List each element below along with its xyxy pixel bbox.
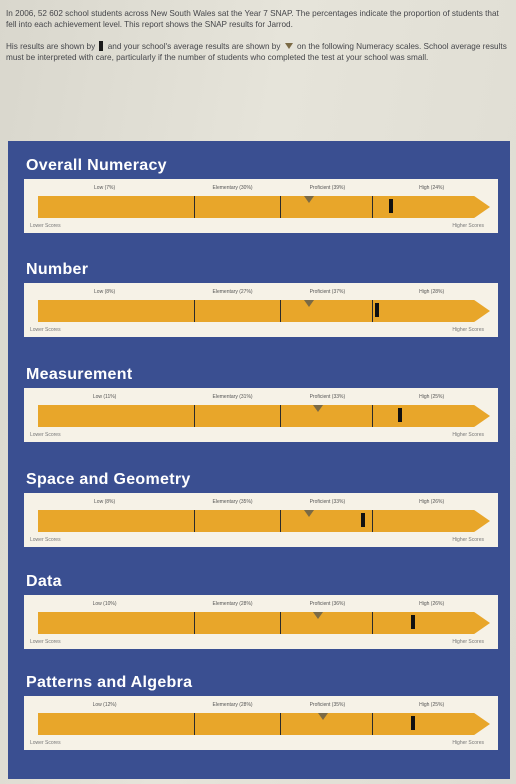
lower-scores-label: Lower Scores [30, 432, 61, 438]
section-title: Measurement [26, 366, 133, 383]
school-average-marker [313, 405, 324, 412]
level-label: Proficient (36%) [309, 601, 346, 607]
achievement-scale: Low (7%) Elementary (30%) Proficient (39%)… [24, 179, 498, 233]
level-label: High (26%) [419, 601, 445, 607]
level-label: Proficient (39%) [309, 185, 346, 191]
level-divider [193, 713, 195, 735]
level-label: High (28%) [419, 289, 445, 295]
student-marker-icon [99, 41, 104, 51]
level-label: Proficient (33%) [309, 394, 346, 400]
intro-text-c: on the following Numeracy scales. School… [6, 42, 507, 62]
level-label: Elementary (31%) [212, 394, 253, 400]
school-average-marker-icon [284, 43, 293, 49]
higher-scores-label: Higher Scores [452, 327, 484, 333]
level-divider [372, 612, 374, 634]
level-divider [193, 196, 195, 218]
scale-arrow [38, 300, 490, 322]
level-divider [193, 405, 195, 427]
level-divider [279, 196, 281, 218]
lower-scores-label: Lower Scores [30, 740, 61, 746]
lower-scores-label: Lower Scores [30, 537, 61, 543]
level-label: Elementary (27%) [212, 289, 253, 295]
school-average-marker [304, 300, 315, 307]
level-label: Low (10%) [92, 601, 117, 607]
intro-text-a: His results are shown by [6, 42, 96, 51]
level-divider [372, 405, 374, 427]
scale-arrow [38, 713, 490, 735]
numeracy-panel: Overall Numeracy Low (7%) Elementary (30%)… [8, 141, 510, 779]
higher-scores-label: Higher Scores [452, 639, 484, 645]
level-label: Low (12%) [92, 702, 117, 708]
level-label: Elementary (30%) [212, 185, 253, 191]
higher-scores-label: Higher Scores [452, 740, 484, 746]
scale-arrow [38, 405, 490, 427]
level-label: High (25%) [419, 702, 445, 708]
higher-scores-label: Higher Scores [452, 537, 484, 543]
student-result-marker [397, 408, 402, 422]
level-divider [279, 300, 281, 322]
level-label: Elementary (28%) [212, 702, 253, 708]
level-divider [279, 405, 281, 427]
lower-scores-label: Lower Scores [30, 223, 61, 229]
section-title: Overall Numeracy [26, 157, 167, 174]
level-divider [372, 510, 374, 532]
student-result-marker [411, 716, 416, 730]
level-divider [372, 300, 374, 322]
level-label: Proficient (35%) [309, 702, 346, 708]
student-result-marker [375, 303, 379, 317]
school-average-marker [317, 713, 328, 720]
school-average-marker [304, 510, 315, 517]
level-divider [193, 510, 195, 532]
achievement-scale: Low (8%) Elementary (35%) Proficient (33%)… [24, 493, 498, 547]
scale-arrow [38, 196, 490, 218]
level-label: High (26%) [419, 499, 445, 505]
level-divider [279, 612, 281, 634]
scale-arrow [38, 510, 490, 532]
student-result-marker [361, 513, 366, 527]
section-title: Data [26, 573, 62, 590]
level-label: Elementary (35%) [212, 499, 253, 505]
level-label: Low (11%) [92, 394, 117, 400]
section-title: Space and Geometry [26, 471, 191, 488]
level-divider [279, 510, 281, 532]
intro-text: In 2006, 52 602 school students across N… [6, 8, 511, 74]
level-label: Low (8%) [94, 289, 116, 295]
intro-paragraph-1: In 2006, 52 602 school students across N… [6, 9, 499, 29]
section-title: Number [26, 261, 89, 278]
lower-scores-label: Lower Scores [30, 639, 61, 645]
school-average-marker [313, 612, 324, 619]
level-label: Proficient (37%) [309, 289, 346, 295]
achievement-scale: Low (10%) Elementary (28%) Proficient (36%… [24, 595, 498, 649]
level-label: Elementary (28%) [212, 601, 253, 607]
intro-paragraph-2: His results are shown by and your school… [6, 41, 511, 63]
level-divider [372, 196, 374, 218]
lower-scores-label: Lower Scores [30, 327, 61, 333]
intro-text-b: and your school's average results are sh… [107, 42, 281, 51]
level-label: High (24%) [419, 185, 445, 191]
level-label: Low (8%) [94, 499, 116, 505]
level-label: High (25%) [419, 394, 445, 400]
achievement-scale: Low (8%) Elementary (27%) Proficient (37%)… [24, 283, 498, 337]
school-average-marker [304, 196, 315, 203]
level-divider [193, 300, 195, 322]
higher-scores-label: Higher Scores [452, 432, 484, 438]
level-label: Low (7%) [94, 185, 116, 191]
section-title: Patterns and Algebra [26, 674, 193, 691]
achievement-scale: Low (11%) Elementary (31%) Proficient (33%… [24, 388, 498, 442]
student-result-marker [411, 615, 416, 629]
student-result-marker [388, 199, 393, 213]
level-divider [193, 612, 195, 634]
level-divider [372, 713, 374, 735]
higher-scores-label: Higher Scores [452, 223, 484, 229]
level-divider [279, 713, 281, 735]
scale-arrow [38, 612, 490, 634]
level-label: Proficient (33%) [309, 499, 346, 505]
achievement-scale: Low (12%) Elementary (28%) Proficient (35%… [24, 696, 498, 750]
